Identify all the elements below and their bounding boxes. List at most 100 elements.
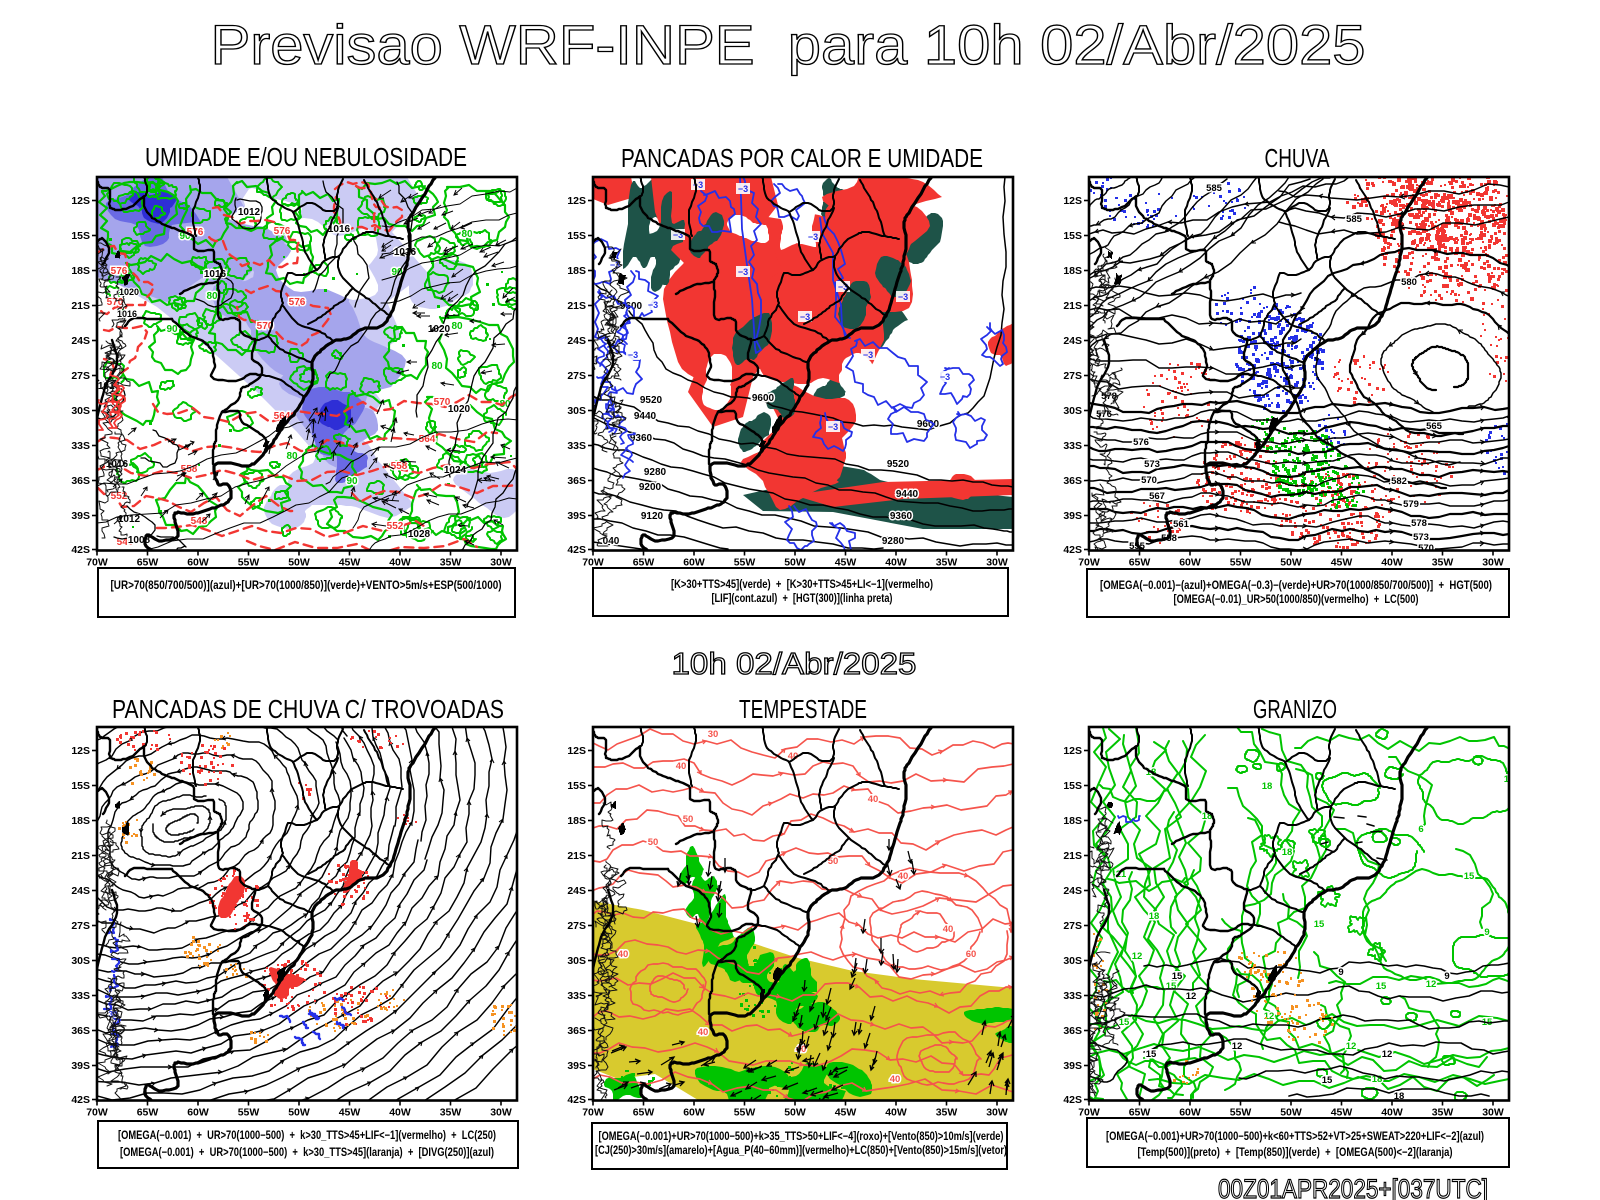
svg-text:TEMPESTADE: TEMPESTADE: [739, 696, 867, 724]
svg-text:1024: 1024: [443, 465, 466, 476]
svg-text:15S: 15S: [567, 230, 586, 242]
svg-text:15: 15: [1375, 981, 1386, 992]
svg-text:585: 585: [1206, 183, 1223, 194]
svg-text:12S: 12S: [567, 745, 586, 757]
svg-text:60: 60: [965, 949, 976, 960]
svg-text:15: 15: [1503, 774, 1514, 785]
svg-text:50: 50: [647, 837, 658, 848]
svg-text:60W: 60W: [1179, 557, 1201, 569]
svg-text:80: 80: [206, 291, 218, 302]
svg-text:24S: 24S: [1063, 885, 1082, 897]
svg-text:9520: 9520: [639, 395, 662, 406]
svg-text:12S: 12S: [71, 195, 90, 207]
svg-text:18: 18: [1281, 847, 1292, 858]
svg-text:40W: 40W: [1381, 557, 1403, 569]
svg-text:580: 580: [1401, 277, 1417, 288]
svg-text:42S: 42S: [71, 1094, 90, 1106]
svg-text:−3: −3: [939, 372, 949, 382]
svg-text:[LIF](cont.azul) + [HGT(300): [LIF](cont.azul) + [HGT(300)](linha pret…: [712, 593, 893, 605]
svg-text:21S: 21S: [567, 300, 586, 312]
svg-text:40: 40: [889, 1074, 900, 1085]
svg-text:15S: 15S: [71, 230, 90, 242]
svg-text:[OMEGA(−0.001) + UR>70(1000−: [OMEGA(−0.001) + UR>70(1000−500) + k>30_…: [118, 1130, 496, 1142]
svg-text:21S: 21S: [1063, 300, 1082, 312]
svg-text:27S: 27S: [71, 920, 90, 932]
svg-text:567: 567: [1149, 491, 1165, 502]
svg-text:1012: 1012: [237, 207, 260, 218]
svg-text:30W: 30W: [1482, 557, 1504, 569]
svg-text:24S: 24S: [1063, 335, 1082, 347]
svg-text:15: 15: [1313, 919, 1324, 930]
svg-text:40W: 40W: [389, 557, 411, 569]
svg-text:80: 80: [461, 229, 473, 240]
svg-text:65W: 65W: [136, 557, 158, 569]
svg-text:60W: 60W: [187, 557, 209, 569]
svg-text:35W: 35W: [439, 557, 461, 569]
svg-text:33S: 33S: [1063, 990, 1082, 1002]
svg-text:55W: 55W: [237, 1106, 259, 1118]
svg-text:42S: 42S: [71, 544, 90, 556]
svg-text:−3: −3: [737, 184, 747, 194]
svg-text:18: 18: [1148, 911, 1159, 922]
svg-text:[UR>70(850/700/500)](azul)+[UR: [UR>70(850/700/500)](azul)+[UR>70(1000/8…: [111, 580, 502, 592]
svg-text:12S: 12S: [567, 195, 586, 207]
svg-text:10h 02/Abr/2025: 10h 02/Abr/2025: [672, 647, 917, 681]
svg-text:36S: 36S: [567, 475, 586, 487]
svg-text:18: 18: [1371, 1074, 1382, 1085]
svg-text:561: 561: [1173, 519, 1190, 530]
svg-text:6: 6: [1418, 824, 1423, 835]
svg-text:9: 9: [1484, 927, 1489, 938]
svg-text:18S: 18S: [1063, 265, 1082, 277]
svg-text:[Temp(500)](preto) + [Temp(8: [Temp(500)](preto) + [Temp(850)](verde) …: [1138, 1147, 1453, 1159]
svg-text:−3: −3: [807, 232, 817, 242]
svg-text:[OMEGA(−0.001)+UR>70(1000−500): [OMEGA(−0.001)+UR>70(1000−500)+k>35_TTS>…: [599, 1131, 1004, 1143]
svg-text:1016: 1016: [327, 224, 350, 235]
svg-text:24S: 24S: [567, 885, 586, 897]
svg-text:−3: −3: [672, 230, 682, 240]
svg-text:570: 570: [433, 397, 450, 408]
svg-text:548: 548: [190, 516, 207, 527]
svg-text:15: 15: [1171, 971, 1182, 982]
svg-text:27S: 27S: [567, 370, 586, 382]
svg-text:24S: 24S: [567, 335, 586, 347]
svg-text:570: 570: [1141, 475, 1157, 486]
svg-text:579: 579: [1403, 499, 1419, 510]
svg-text:39S: 39S: [567, 510, 586, 522]
svg-text:40: 40: [867, 794, 878, 805]
svg-text:[OMEGA(−0.001)−(azul)+OMEGA(−0: [OMEGA(−0.001)−(azul)+OMEGA(−0.3)−(verde…: [1100, 580, 1492, 592]
svg-text:40: 40: [697, 1027, 708, 1038]
svg-text:45W: 45W: [1330, 1106, 1352, 1118]
svg-text:573: 573: [1413, 532, 1429, 543]
svg-text:30S: 30S: [1063, 405, 1082, 417]
svg-text:1020: 1020: [447, 404, 470, 415]
svg-text:35W: 35W: [935, 1106, 957, 1118]
svg-text:30S: 30S: [71, 405, 90, 417]
svg-text:552: 552: [386, 521, 403, 532]
svg-text:27S: 27S: [1063, 920, 1082, 932]
svg-text:12: 12: [1231, 1041, 1242, 1052]
svg-text:55W: 55W: [237, 557, 259, 569]
svg-text:42S: 42S: [567, 1094, 586, 1106]
svg-text:[OMEGA(−0.001)+UR>70(1000−500): [OMEGA(−0.001)+UR>70(1000−500)+k<60+TTS>…: [1106, 1131, 1484, 1143]
svg-text:39S: 39S: [567, 1060, 586, 1072]
svg-text:55W: 55W: [733, 557, 755, 569]
svg-text:9600: 9600: [916, 419, 939, 430]
svg-text:18S: 18S: [567, 265, 586, 277]
svg-text:40W: 40W: [885, 557, 907, 569]
svg-text:60W: 60W: [187, 1106, 209, 1118]
svg-text:21S: 21S: [71, 850, 90, 862]
svg-text:21S: 21S: [1063, 850, 1082, 862]
svg-text:565: 565: [1426, 421, 1443, 432]
svg-text:GRANIZO: GRANIZO: [1253, 696, 1337, 724]
svg-text:33S: 33S: [71, 440, 90, 452]
svg-text:12: 12: [1381, 1049, 1392, 1060]
svg-text:55W: 55W: [1229, 1106, 1251, 1118]
svg-text:65W: 65W: [1128, 557, 1150, 569]
svg-text:50W: 50W: [784, 557, 806, 569]
svg-text:[OMEGA(−0.01)_UR>50(1000/850)(: [OMEGA(−0.01)_UR>50(1000/850)(vermelho) …: [1174, 594, 1419, 606]
svg-text:40: 40: [787, 751, 798, 762]
svg-text:30W: 30W: [490, 1106, 512, 1118]
svg-text:65W: 65W: [632, 557, 654, 569]
svg-text:30S: 30S: [71, 955, 90, 967]
svg-text:36S: 36S: [71, 475, 90, 487]
